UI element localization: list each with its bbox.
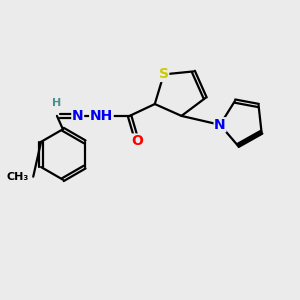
Text: N: N [72, 109, 83, 123]
Text: O: O [131, 134, 143, 148]
Text: S: S [159, 68, 169, 81]
Text: N: N [214, 118, 226, 132]
Text: H: H [52, 98, 62, 108]
Text: CH₃: CH₃ [7, 172, 29, 182]
Text: NH: NH [90, 109, 113, 123]
